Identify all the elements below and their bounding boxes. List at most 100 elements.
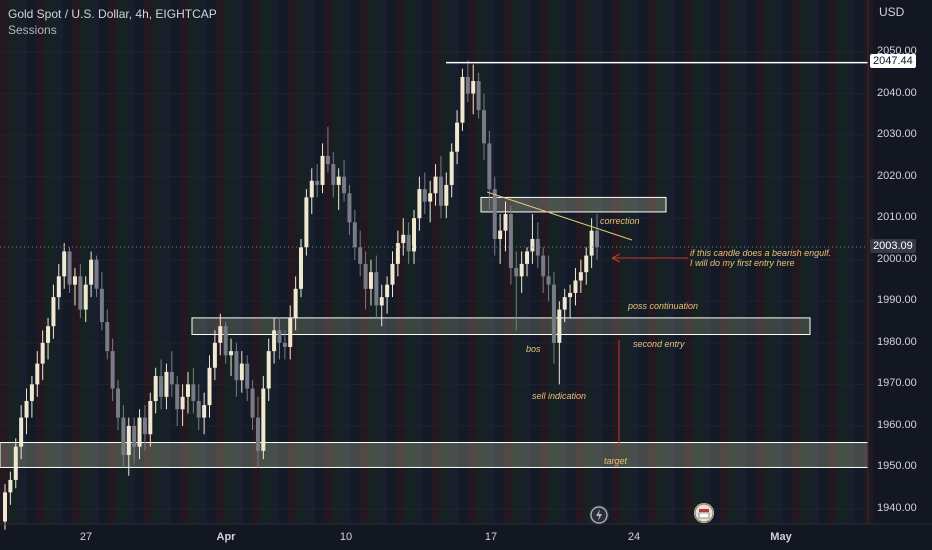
candle-body <box>422 189 427 202</box>
candle-body <box>584 255 589 273</box>
session-stripe <box>189 0 198 524</box>
candle-body <box>498 230 503 239</box>
candle-body <box>35 363 40 385</box>
y-tick-label: 2040.00 <box>877 86 917 99</box>
session-stripe <box>729 0 738 524</box>
lightning-icon[interactable] <box>589 505 609 525</box>
session-stripe <box>504 0 513 524</box>
candle-body <box>347 193 352 223</box>
candle-body <box>89 259 94 285</box>
currency-label[interactable]: USD <box>879 5 905 19</box>
session-stripe <box>747 0 756 524</box>
session-stripe <box>585 0 594 524</box>
session-stripe <box>567 0 576 524</box>
session-stripe <box>774 0 783 524</box>
session-stripe <box>513 0 522 524</box>
candle-body <box>62 251 67 277</box>
candle-body <box>99 288 104 323</box>
candle-body <box>272 330 277 352</box>
session-stripe <box>288 0 297 524</box>
candle-body <box>428 193 433 202</box>
x-tick-label: 24 <box>627 531 641 543</box>
session-stripe <box>486 0 495 524</box>
x-tick-label: May <box>770 531 792 543</box>
session-stripe <box>315 0 324 524</box>
session-stripe <box>639 0 648 524</box>
symbol-title[interactable]: Gold Spot / U.S. Dollar, 4h, EIGHTCAP <box>8 7 217 21</box>
candle-body <box>121 417 126 455</box>
session-stripe <box>396 0 405 524</box>
candle-body <box>519 263 524 277</box>
last-price-label: 2003.09 <box>870 239 916 253</box>
y-tick-label: 1990.00 <box>877 294 917 307</box>
session-stripe <box>666 0 675 524</box>
candle-body <box>83 284 88 310</box>
candle-body <box>266 351 271 389</box>
candle-body <box>525 251 530 264</box>
session-stripe <box>18 0 27 524</box>
candle-body <box>368 272 373 289</box>
candle-body <box>395 243 400 264</box>
session-stripe <box>531 0 540 524</box>
calendar-event-icon[interactable] <box>694 503 714 523</box>
session-stripe <box>198 0 207 524</box>
session-stripe <box>180 0 189 524</box>
candle-body <box>110 351 115 389</box>
session-stripe <box>261 0 270 524</box>
candle-body <box>277 330 282 343</box>
candle-body <box>568 292 573 298</box>
session-stripe <box>387 0 396 524</box>
session-stripe <box>135 0 144 524</box>
session-stripe <box>360 0 369 524</box>
session-stripe <box>423 0 432 524</box>
candle-body <box>530 238 535 252</box>
correction-trendline <box>486 191 633 241</box>
candle-body <box>438 176 443 206</box>
session-stripe <box>810 0 819 524</box>
session-stripe <box>27 0 36 524</box>
candle-body <box>487 143 492 190</box>
candle-body <box>352 222 357 248</box>
candle-body <box>455 122 460 152</box>
candle-body <box>202 405 207 418</box>
candle-body <box>116 388 121 418</box>
candle-body <box>164 371 169 397</box>
candle-body <box>67 251 72 285</box>
candle-body <box>358 247 363 264</box>
session-stripe <box>279 0 288 524</box>
session-stripe <box>162 0 171 524</box>
candle-body <box>137 417 142 447</box>
bos-note: bos <box>526 344 541 354</box>
session-stripe <box>648 0 657 524</box>
session-stripe <box>801 0 810 524</box>
candle-body <box>255 417 260 451</box>
candle-body <box>476 81 481 111</box>
candle-body <box>239 363 244 381</box>
candle-body <box>304 197 309 248</box>
session-stripe <box>756 0 765 524</box>
session-stripe <box>369 0 378 524</box>
candle-body <box>105 322 110 352</box>
indicator-label[interactable]: Sessions <box>8 23 57 37</box>
session-stripe <box>171 0 180 524</box>
session-stripe <box>45 0 54 524</box>
session-stripe <box>630 0 639 524</box>
candle-body <box>589 230 594 256</box>
session-stripe <box>783 0 792 524</box>
candle-body <box>40 342 45 364</box>
candle-body <box>573 280 578 293</box>
session-stripe <box>549 0 558 524</box>
session-stripe <box>225 0 234 524</box>
sell-indication-note: sell indication <box>532 391 587 401</box>
session-stripe <box>720 0 729 524</box>
supply-zone <box>480 196 667 213</box>
candle-body <box>342 176 347 194</box>
session-stripe <box>684 0 693 524</box>
session-stripe <box>765 0 774 524</box>
candle-body <box>562 297 567 310</box>
session-stripe <box>693 0 702 524</box>
session-stripe <box>117 0 126 524</box>
candle-body <box>218 326 223 343</box>
session-stripe <box>234 0 243 524</box>
